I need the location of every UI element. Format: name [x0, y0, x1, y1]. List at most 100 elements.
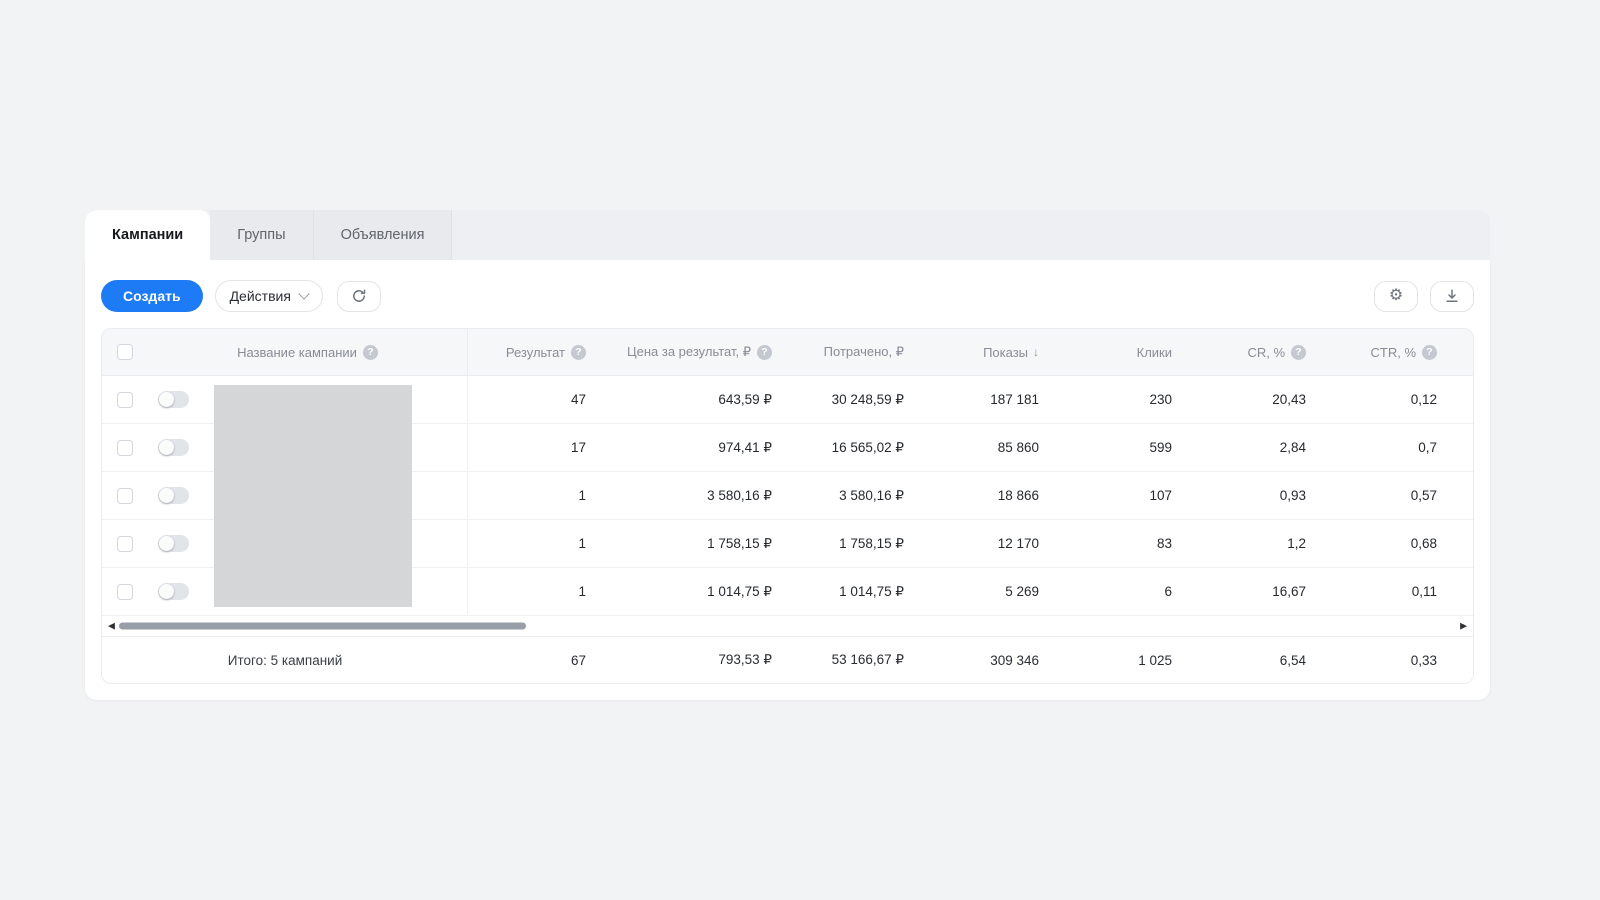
ctr-cell: 0,11: [1411, 584, 1437, 599]
tab-bar: Кампании Группы Объявления: [85, 210, 1490, 260]
row-toggle-cell: [148, 376, 208, 423]
row-checkbox[interactable]: [117, 439, 133, 456]
row-toggle-cell: [148, 472, 208, 519]
header-cr[interactable]: CR, % ?: [1172, 329, 1306, 375]
row-checkbox[interactable]: [117, 391, 133, 408]
table-row: 1 3 580,16 ₽ 3 580,16 ₽ 18 866 107 0,93 …: [102, 472, 1473, 520]
clicks-cell: 83: [1156, 536, 1172, 551]
totals-result: 67: [570, 652, 586, 668]
header-cost-per-result[interactable]: Цена за результат, ₽ ?: [586, 329, 772, 375]
campaign-toggle[interactable]: [158, 535, 189, 552]
tab-ads[interactable]: Объявления: [313, 210, 453, 260]
row-check-cell: [102, 568, 148, 615]
impressions-cell: 187 181: [990, 392, 1039, 407]
clicks-cell: 230: [1149, 392, 1172, 407]
campaign-toggle[interactable]: [158, 487, 189, 504]
help-icon[interactable]: ?: [1422, 344, 1437, 360]
header-ctr[interactable]: CTR, % ?: [1306, 329, 1473, 375]
actions-label: Действия: [229, 288, 291, 304]
redacted-campaign-names: [214, 385, 412, 607]
ctr-cell: 0,12: [1410, 392, 1437, 407]
toggle-knob: [159, 440, 174, 455]
ctr-cell: 0,7: [1418, 440, 1437, 455]
horizontal-scrollbar: ◀ ▶: [102, 616, 1473, 637]
refresh-button[interactable]: [336, 280, 381, 312]
select-all-checkbox[interactable]: [117, 344, 133, 360]
header-result[interactable]: Результат ?: [468, 329, 586, 375]
header-result-label: Результат: [505, 344, 565, 360]
scroll-left-icon[interactable]: ◀: [108, 620, 115, 631]
row-check-cell: [102, 472, 148, 519]
cr-cell: 16,67: [1272, 584, 1306, 599]
row-toggle-cell: [148, 568, 208, 615]
cr-cell: 0,93: [1279, 488, 1306, 503]
totals-spent: 53 166,67 ₽: [831, 652, 904, 667]
tab-bar-filler: [452, 210, 1490, 260]
help-icon[interactable]: ?: [757, 344, 772, 360]
row-checkbox[interactable]: [117, 583, 133, 600]
row-checkbox[interactable]: [117, 487, 133, 504]
cost-per-result-cell: 1 758,15 ₽: [707, 535, 772, 551]
row-checkbox[interactable]: [117, 535, 133, 552]
cost-per-result-cell: 974,41 ₽: [718, 439, 772, 455]
actions-dropdown-button[interactable]: Действия: [214, 280, 323, 312]
export-button[interactable]: [1430, 280, 1474, 312]
campaign-toggle[interactable]: [158, 439, 189, 456]
header-name[interactable]: Название кампании ?: [148, 329, 468, 375]
row-check-cell: [102, 520, 148, 567]
totals-row: Итого: 5 кампаний 67 793,53 ₽ 53 166,67 …: [102, 637, 1473, 683]
spent-cell: 16 565,02 ₽: [831, 439, 904, 455]
spent-cell: 1 758,15 ₽: [839, 535, 904, 551]
table-row: 17 974,41 ₽ 16 565,02 ₽ 85 860 599 2,84 …: [102, 424, 1473, 472]
result-cell: 1: [578, 488, 586, 503]
result-cell: 47: [570, 392, 586, 407]
toggle-knob: [159, 584, 174, 599]
scrollbar-thumb[interactable]: [119, 622, 526, 630]
impressions-cell: 18 866: [997, 488, 1039, 503]
header-ctr-label: CTR, %: [1370, 344, 1417, 360]
impressions-cell: 85 860: [997, 440, 1039, 455]
tab-campaigns[interactable]: Кампании: [85, 210, 211, 260]
help-icon[interactable]: ?: [571, 344, 586, 360]
row-check-cell: [102, 376, 148, 423]
scroll-right-icon[interactable]: ▶: [1460, 620, 1467, 631]
help-icon[interactable]: ?: [1291, 344, 1306, 360]
tab-ads-label: Объявления: [340, 227, 425, 243]
clicks-cell: 107: [1149, 488, 1172, 503]
ctr-cell: 0,68: [1410, 536, 1437, 551]
row-check-cell: [102, 424, 148, 471]
header-spent-label: Потрачено, ₽: [823, 344, 904, 359]
header-clicks[interactable]: Клики: [1039, 329, 1172, 375]
header-check-cell: [102, 329, 148, 375]
campaign-name-cell: [208, 376, 468, 423]
gear-icon: ⚙: [1388, 287, 1404, 304]
table-row: 1 1 758,15 ₽ 1 758,15 ₽ 12 170 83 1,2 0,…: [102, 520, 1473, 568]
download-icon: [1444, 288, 1460, 304]
toggle-knob: [159, 536, 174, 551]
cost-per-result-cell: 1 014,75 ₽: [707, 583, 772, 599]
totals-cr: 6,54: [1279, 652, 1306, 668]
campaign-name-cell: [208, 520, 468, 567]
campaign-name-cell: [208, 424, 468, 471]
settings-button[interactable]: ⚙: [1374, 280, 1418, 312]
header-impressions-label: Показы: [983, 344, 1028, 360]
header-impressions[interactable]: Показы ↓: [904, 329, 1039, 375]
spent-cell: 30 248,59 ₽: [831, 391, 904, 407]
help-icon[interactable]: ?: [362, 344, 378, 360]
header-spent[interactable]: Потрачено, ₽: [772, 329, 904, 375]
totals-label: Итого: 5 кампаний: [227, 652, 343, 668]
cost-per-result-cell: 643,59 ₽: [718, 391, 772, 407]
campaign-toggle[interactable]: [158, 583, 189, 600]
sort-desc-icon[interactable]: ↓: [1033, 345, 1039, 359]
cost-per-result-cell: 3 580,16 ₽: [707, 487, 772, 503]
tab-groups[interactable]: Группы: [210, 210, 314, 260]
table-row: 47 643,59 ₽ 30 248,59 ₽ 187 181 230 20,4…: [102, 376, 1473, 424]
create-button[interactable]: Создать: [101, 280, 203, 312]
ctr-cell: 0,57: [1410, 488, 1437, 503]
campaign-toggle[interactable]: [158, 391, 189, 408]
table-row: 1 1 014,75 ₽ 1 014,75 ₽ 5 269 6 16,67 0,…: [102, 568, 1473, 616]
totals-cost-per-result: 793,53 ₽: [718, 652, 772, 667]
campaigns-card: Кампании Группы Объявления Создать Дейст…: [85, 210, 1490, 700]
header-clicks-label: Клики: [1136, 344, 1172, 360]
